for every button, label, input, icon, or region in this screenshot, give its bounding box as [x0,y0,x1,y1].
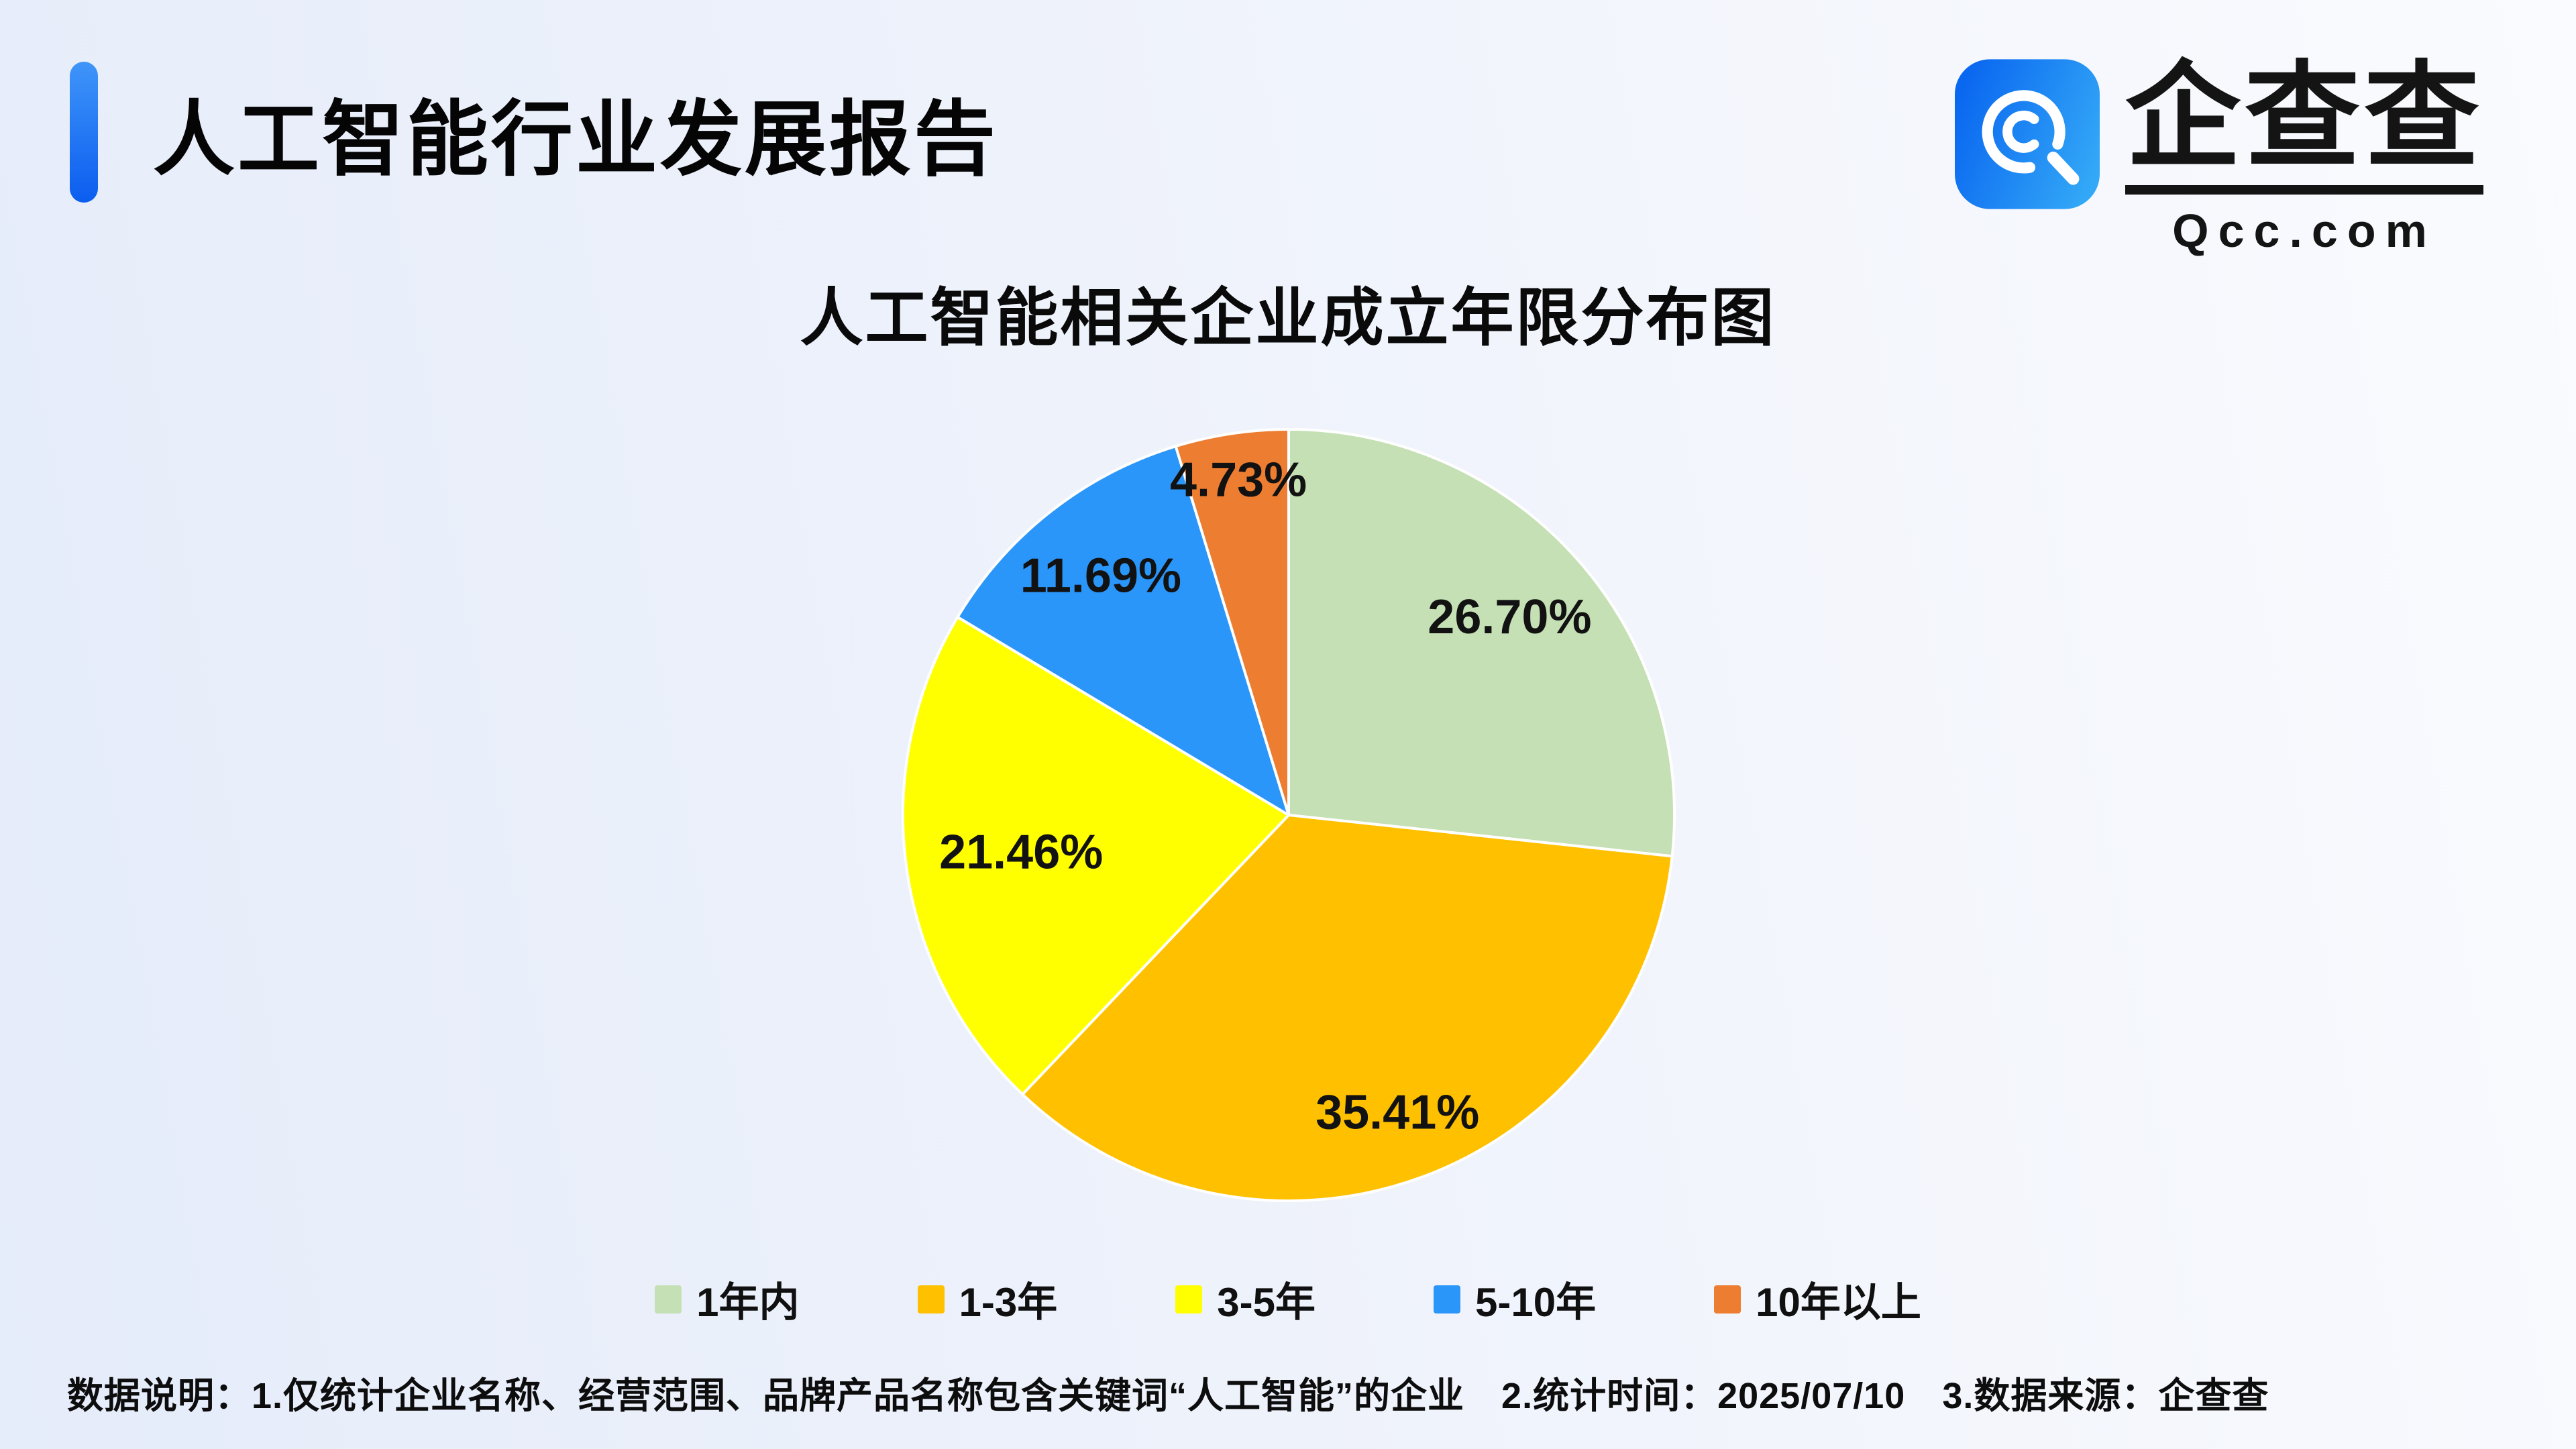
legend-swatch-2 [917,1285,945,1313]
pie-slice-2 [1021,814,1674,1203]
pie-slice-label-5: 4.73% [1170,453,1307,507]
legend-item-4: 5-10年 [1433,1270,1597,1328]
page-title: 人工智能行业发展报告 [153,93,998,185]
qcc-magnifier-icon [1955,59,2100,209]
legend-label-4: 5-10年 [1474,1280,1597,1325]
legend-label-1: 1年内 [696,1280,800,1325]
footnote: 数据说明：1.仅统计企业名称、经营范围、品牌产品名称包含关键词“人工智能”的企业… [67,1376,2269,1416]
pie-slice-label-4: 11.69% [1020,549,1181,602]
pie-slice-5 [1174,428,1290,816]
pie-slice-label-1: 26.70% [1428,590,1591,644]
legend-item-3: 3-5年 [1175,1270,1316,1328]
legend: 1年内 1-3年 3-5年 5-10年 10年以上 [0,1270,2576,1328]
legend-item-1: 1年内 [655,1270,800,1328]
legend-label-2: 1-3年 [959,1280,1058,1325]
legend-item-2: 1-3年 [917,1270,1058,1328]
pie-slice-3 [902,615,1290,1096]
legend-swatch-5 [1714,1285,1741,1313]
legend-swatch-1 [655,1285,682,1313]
qcc-logo-text: 企查查 Qcc.com [2125,59,2483,258]
qcc-logo: 企查查 Qcc.com [1955,59,2483,258]
pie-slice-label-3: 21.46% [939,825,1103,879]
legend-swatch-4 [1433,1285,1460,1313]
pie-slice-4 [956,445,1290,816]
report-header: 人工智能行业发展报告 [70,62,998,203]
chart-title: 人工智能相关企业成立年限分布图 [800,282,1776,353]
title-accent-bar [70,62,98,203]
legend-label-3: 3-5年 [1217,1280,1316,1325]
qcc-logo-name: 企查查 [2125,59,2483,195]
legend-swatch-3 [1175,1285,1203,1313]
pie-chart: 26.70% 35.41% 21.46% 11.69% 4.73% [902,428,1676,1203]
pie-slice-label-2: 35.41% [1316,1086,1479,1140]
legend-item-5: 10年以上 [1714,1270,1921,1328]
qcc-logo-domain: Qcc.com [2172,205,2436,257]
legend-label-5: 10年以上 [1756,1280,1921,1325]
pie-slice-1 [1287,428,1676,858]
